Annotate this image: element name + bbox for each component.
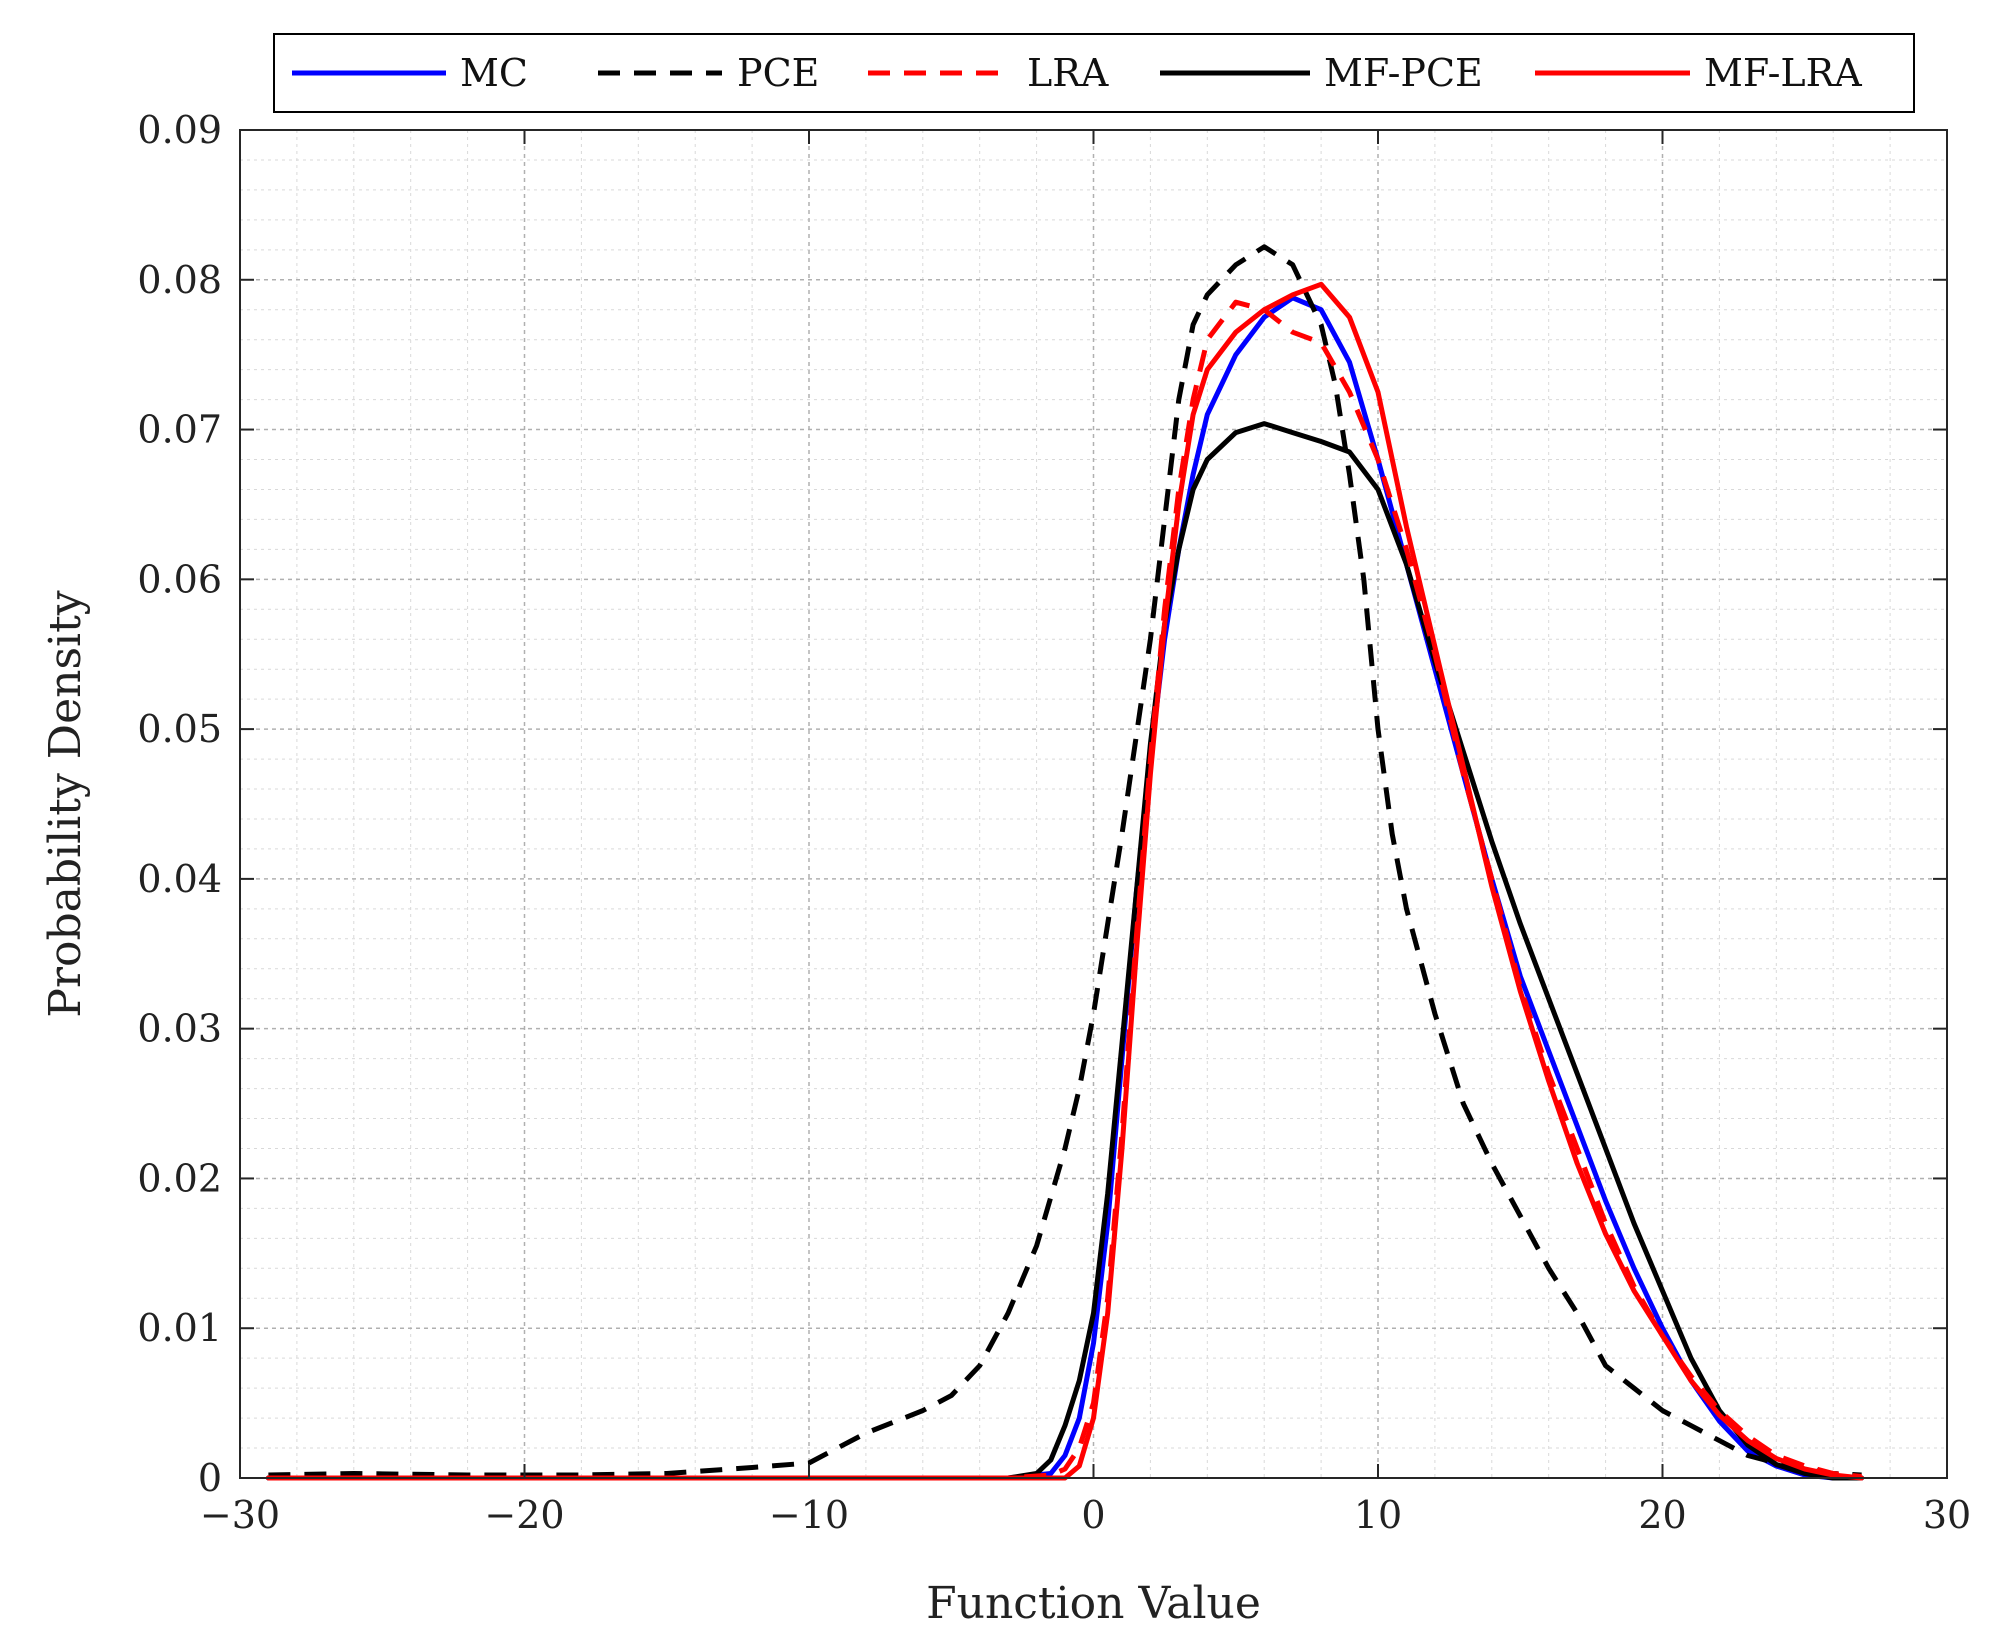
x-tick-label: −30 bbox=[200, 1493, 280, 1537]
y-tick-label: 0.04 bbox=[137, 857, 222, 901]
x-tick-label: 30 bbox=[1923, 1493, 1971, 1537]
y-tick-label: 0 bbox=[198, 1456, 222, 1500]
series-line-mf-pce bbox=[265, 421, 1865, 1481]
x-tick-label: 0 bbox=[1081, 1493, 1105, 1537]
axis-ticks bbox=[239, 129, 1948, 1479]
y-tick-label: 0.08 bbox=[137, 258, 222, 302]
x-tick-label: 10 bbox=[1354, 1493, 1402, 1537]
y-tick-label: 0.09 bbox=[137, 108, 222, 152]
y-tick-label: 0.03 bbox=[137, 1007, 222, 1051]
series-group bbox=[265, 244, 1865, 1481]
legend: MC PCE LRA MF-PCE MF-LRA bbox=[273, 33, 1915, 113]
legend-label-lra: LRA bbox=[1027, 51, 1109, 95]
y-tick-label: 0.06 bbox=[137, 557, 222, 601]
y-tick-label: 0.07 bbox=[137, 408, 222, 452]
legend-label-mc: MC bbox=[460, 51, 528, 95]
x-axis-label: Function Value bbox=[926, 1578, 1261, 1629]
y-axis-label: Probability Density bbox=[40, 590, 91, 1017]
y-tick-label: 0.01 bbox=[137, 1306, 222, 1350]
x-tick-label: −10 bbox=[769, 1493, 849, 1537]
y-tick-labels: 0 0.01 0.02 0.03 0.04 0.05 0.06 0.07 0.08 0.09 bbox=[137, 108, 222, 1500]
legend-label-mf-pce: MF-PCE bbox=[1324, 51, 1483, 95]
legend-items: MC PCE LRA MF-PCE MF-LRA bbox=[292, 51, 1862, 95]
series-line-mf-lra bbox=[265, 281, 1865, 1481]
legend-label-pce: PCE bbox=[737, 51, 819, 95]
legend-label-mf-lra: MF-LRA bbox=[1704, 51, 1862, 95]
x-tick-labels: −30 −20 −10 0 10 20 30 bbox=[200, 1493, 1971, 1537]
x-tick-label: 20 bbox=[1638, 1493, 1686, 1537]
y-tick-label: 0.05 bbox=[137, 707, 222, 751]
x-tick-label: −20 bbox=[484, 1493, 564, 1537]
y-tick-label: 0.02 bbox=[137, 1156, 222, 1200]
series-line-pce bbox=[268, 244, 1862, 1478]
